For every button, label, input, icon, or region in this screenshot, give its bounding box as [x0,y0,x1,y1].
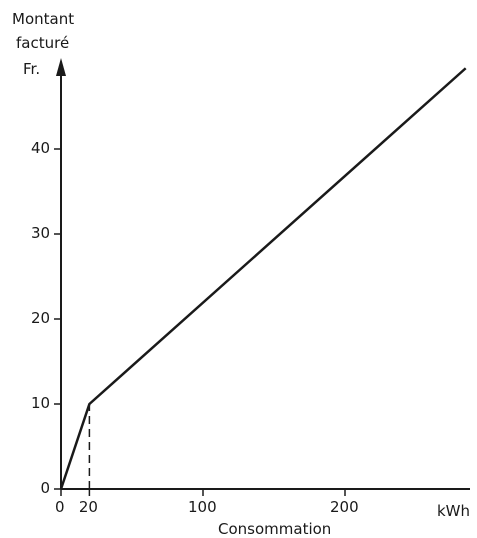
y-axis-title-line1: Montant [12,10,75,28]
y-tick-label: 20 [31,309,51,327]
x-axis-title: Consommation [218,520,332,538]
y-tick-label: 0 [40,479,51,497]
y-tick-label: 30 [31,224,51,242]
series-line [59,67,467,490]
x-tick-label: 0 [55,498,65,516]
x-tick-label: 100 [188,498,217,516]
y-axis-title-line2: facturé [16,34,70,52]
x-tick-label: 200 [330,498,359,516]
x-axis-unit: kWh [437,502,471,520]
y-axis-arrow-icon [56,58,66,76]
y-tick-label: 40 [31,139,51,157]
y-axis-unit: Fr. [23,60,41,78]
x-tick-label: 20 [78,498,98,516]
y-tick-label: 10 [31,394,51,412]
